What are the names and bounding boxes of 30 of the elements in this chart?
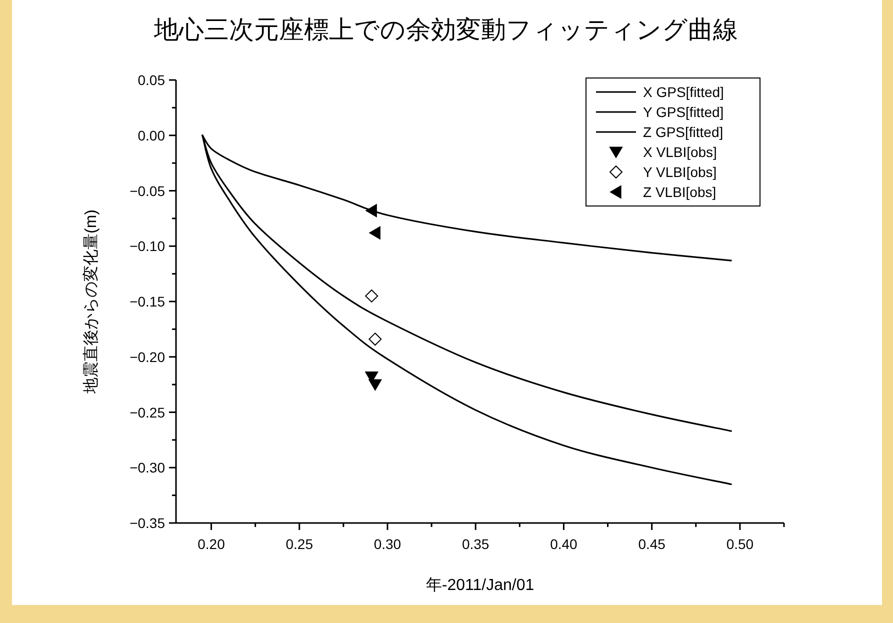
x-tick-label: 0.30 bbox=[374, 536, 402, 552]
point bbox=[365, 289, 378, 302]
legend-label: X VLBI[obs] bbox=[643, 144, 717, 160]
y-tick-label: −0.10 bbox=[130, 238, 166, 254]
point bbox=[368, 332, 382, 346]
y-tick-label: 0.05 bbox=[138, 72, 166, 88]
x-tick-label: 0.45 bbox=[638, 536, 666, 552]
legend-label: Z GPS[fitted] bbox=[643, 124, 724, 140]
legend-label: Y VLBI[obs] bbox=[643, 164, 717, 180]
y-tick-label: −0.05 bbox=[130, 182, 166, 199]
legend-label: X GPS[fitted] bbox=[643, 84, 724, 100]
legend-label: Y GPS[fitted] bbox=[643, 104, 724, 120]
y-tick-label: −0.20 bbox=[130, 348, 166, 365]
x-axis-title: 年-2011/Jan/01 bbox=[426, 577, 534, 594]
chart-title: 地心三次元座標上での余効変動フィッティング曲線 bbox=[153, 16, 738, 44]
legend-label: Z VLBI[obs] bbox=[643, 184, 716, 200]
x-tick-label: 0.50 bbox=[726, 536, 754, 552]
y-tick-label: 0.00 bbox=[138, 127, 166, 144]
point bbox=[368, 379, 382, 390]
x-tick-label: 0.35 bbox=[462, 536, 490, 552]
y-tick-label: −0.15 bbox=[130, 294, 166, 310]
point bbox=[366, 204, 377, 218]
point bbox=[369, 226, 380, 240]
y-tick-label: −0.25 bbox=[130, 404, 166, 420]
x-tick-label: 0.40 bbox=[550, 536, 578, 552]
x-tick-label: 0.25 bbox=[286, 536, 314, 552]
x-tick-label: 0.20 bbox=[198, 536, 226, 552]
y-axis-title: 地震直後からの変化量(m) bbox=[82, 210, 100, 394]
y-tick-label: −0.30 bbox=[130, 460, 166, 476]
y-tick-label: −0.35 bbox=[130, 515, 166, 531]
